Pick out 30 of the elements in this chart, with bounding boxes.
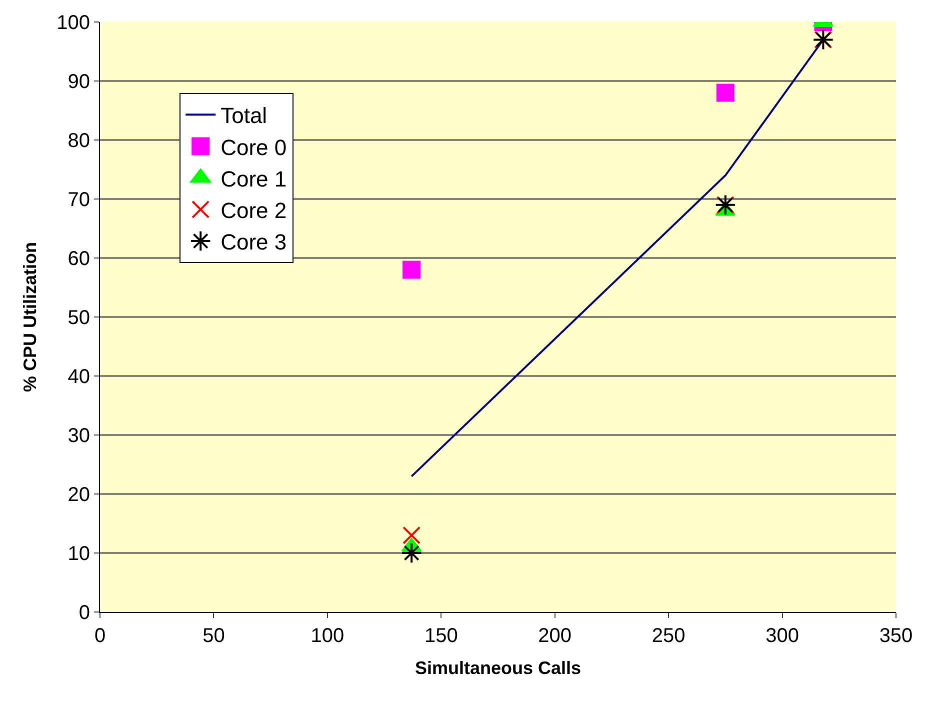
point	[402, 260, 421, 279]
y-tick-label: 90	[68, 71, 90, 93]
point	[400, 542, 422, 564]
legend-label: Core 0	[220, 134, 287, 160]
y-tick-label: 70	[68, 189, 90, 211]
x-tick-label: 100	[310, 625, 344, 647]
y-axis-title: % CPU Utilization	[20, 242, 40, 392]
y-tick-label: 60	[68, 248, 90, 270]
x-tick-label: 200	[538, 625, 572, 647]
y-tick-label: 10	[68, 543, 90, 565]
legend-label: Core 1	[220, 166, 287, 192]
y-tick-label: 30	[68, 425, 90, 447]
x-tick-label: 0	[94, 625, 106, 647]
x-tick-label: 350	[879, 625, 913, 647]
x-tick-label: 250	[652, 625, 686, 647]
legend-label: Core 2	[220, 198, 287, 223]
x-axis-title: Simultaneous Calls	[414, 658, 582, 678]
y-tick-label: 100	[56, 12, 90, 34]
y-tick-label: 0	[78, 602, 90, 624]
legend-label: Total	[220, 103, 268, 128]
y-tick-label: 50	[68, 307, 90, 329]
y-tick-label: 80	[68, 130, 90, 152]
x-tick-label: 300	[766, 625, 799, 647]
x-tick-label: 50	[202, 625, 225, 647]
y-tick-label: 20	[68, 484, 90, 506]
legend-label: Core 3	[220, 230, 287, 255]
point	[402, 526, 421, 544]
point	[716, 84, 734, 102]
y-tick-label: 40	[68, 366, 90, 388]
x-tick-label: 150	[424, 625, 458, 647]
